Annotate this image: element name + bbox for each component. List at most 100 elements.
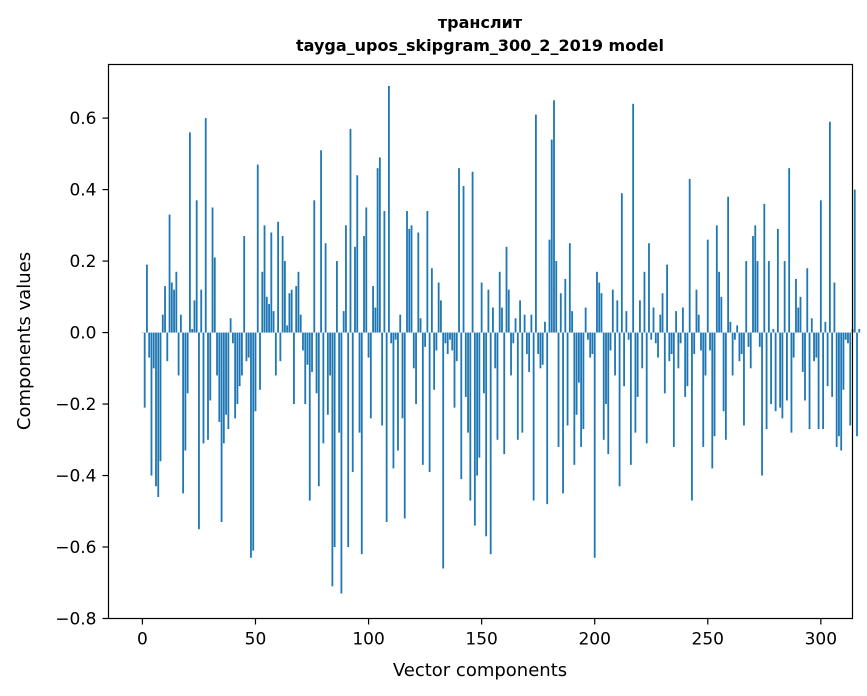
- bar: [322, 332, 325, 444]
- bar: [550, 139, 553, 333]
- bar: [421, 332, 424, 465]
- bar: [220, 332, 223, 522]
- bar: [218, 332, 221, 422]
- bar: [564, 278, 567, 333]
- bar: [304, 332, 307, 405]
- bar: [582, 332, 585, 430]
- bar: [265, 296, 268, 333]
- bar: [643, 271, 646, 333]
- bar: [351, 332, 354, 472]
- bar: [510, 332, 512, 376]
- bar: [365, 207, 368, 333]
- bar: [455, 332, 458, 362]
- y-tick-label: 0.4: [69, 181, 96, 201]
- bar: [473, 332, 476, 526]
- bar: [600, 293, 603, 333]
- bar: [286, 325, 289, 333]
- bar: [440, 300, 442, 333]
- bar: [763, 203, 766, 333]
- bar: [853, 189, 856, 333]
- bar: [675, 311, 678, 333]
- x-tick-label: 100: [352, 630, 384, 650]
- bar: [566, 332, 569, 426]
- bar: [195, 200, 198, 333]
- bar: [313, 200, 316, 333]
- bar: [668, 332, 671, 362]
- bar: [367, 332, 370, 358]
- bar: [849, 332, 852, 426]
- bar: [403, 332, 406, 519]
- bar: [519, 300, 521, 333]
- bar: [182, 332, 185, 494]
- bar: [584, 307, 587, 333]
- bar: [528, 332, 531, 372]
- bar: [736, 325, 739, 333]
- bar: [672, 332, 675, 447]
- bar: [611, 289, 614, 333]
- bar: [663, 332, 666, 394]
- bar: [727, 196, 730, 333]
- bar: [679, 332, 682, 344]
- bar: [272, 311, 275, 333]
- bar: [451, 332, 454, 351]
- bar: [342, 311, 345, 333]
- bar: [238, 332, 241, 387]
- x-axis-ticks: 0 50 100 150 200 250 300: [137, 618, 837, 650]
- bar: [616, 300, 619, 333]
- bar: [184, 332, 187, 451]
- bar: [193, 300, 196, 333]
- bar: [478, 332, 481, 458]
- bar: [198, 332, 200, 530]
- bar: [213, 257, 216, 333]
- bar: [498, 271, 501, 333]
- bar: [783, 261, 786, 333]
- bar: [202, 332, 205, 444]
- bar: [399, 314, 402, 333]
- bar: [553, 100, 555, 333]
- bar: [293, 332, 295, 405]
- bar: [810, 318, 813, 333]
- bar: [390, 332, 393, 344]
- bar: [507, 289, 510, 333]
- bar: [747, 332, 750, 347]
- bar: [722, 332, 725, 412]
- bar: [657, 332, 659, 358]
- bar: [589, 332, 592, 358]
- bar: [166, 332, 169, 362]
- bar: [734, 332, 736, 340]
- bar: [774, 332, 777, 412]
- bar: [568, 243, 571, 333]
- x-tick-label: 200: [578, 630, 610, 650]
- bar: [729, 321, 732, 333]
- bar: [381, 332, 384, 426]
- bar: [641, 332, 644, 369]
- bar: [333, 332, 336, 548]
- bar: [207, 332, 209, 440]
- bar: [790, 332, 793, 433]
- bar: [700, 332, 702, 351]
- bar: [148, 332, 151, 358]
- bar: [279, 332, 282, 362]
- bar: [430, 268, 433, 333]
- bar: [681, 307, 684, 333]
- bar: [437, 282, 440, 333]
- bar: [467, 332, 469, 433]
- bar: [501, 307, 503, 333]
- bar: [792, 332, 795, 358]
- bar: [374, 307, 377, 333]
- bar: [480, 282, 483, 333]
- bar: [752, 236, 754, 333]
- bar: [571, 311, 573, 333]
- bar: [394, 332, 397, 340]
- bar: [299, 314, 302, 333]
- bar: [844, 332, 847, 340]
- bar: [745, 261, 748, 333]
- bar: [767, 261, 770, 333]
- bar: [358, 332, 361, 433]
- bar: [159, 332, 162, 462]
- plot-frame: [107, 63, 854, 620]
- bar: [241, 332, 243, 376]
- bar: [514, 318, 517, 333]
- bar: [828, 121, 831, 333]
- bar: [670, 332, 673, 355]
